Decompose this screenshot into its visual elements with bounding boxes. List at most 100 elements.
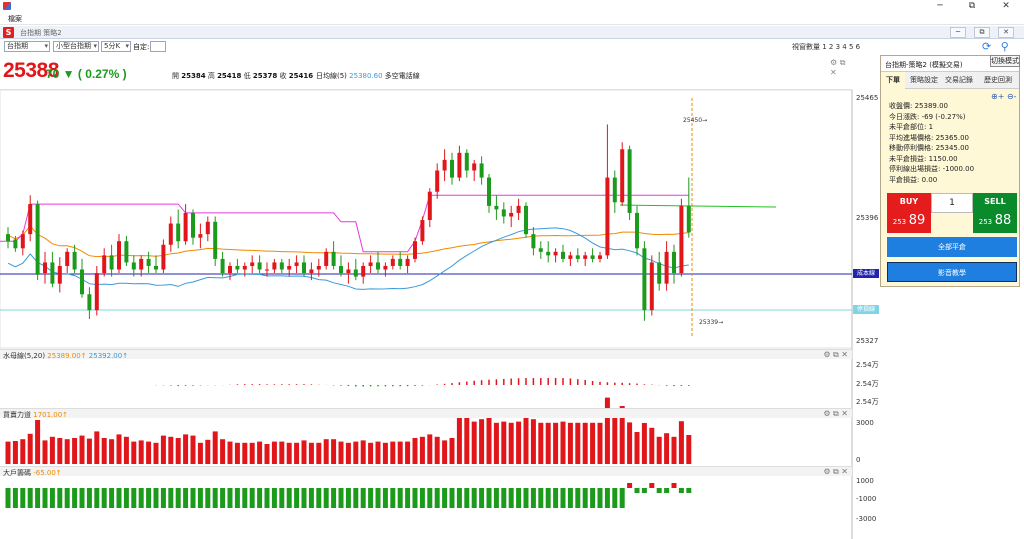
chip-bar	[582, 488, 588, 508]
price-axis-top: 25465	[856, 94, 879, 102]
chip-bar	[471, 488, 477, 508]
candle-body	[376, 262, 380, 270]
chip-bar	[449, 488, 455, 508]
candle-body	[501, 209, 506, 217]
tab-backtest[interactable]: 歷史回測	[984, 76, 1012, 84]
candle-body	[235, 265, 240, 270]
price-change: 70 ▼ ( 0.27% )	[46, 67, 127, 81]
power-bar	[49, 436, 55, 464]
product-select[interactable]: 台指期	[4, 41, 50, 52]
power-bar	[464, 418, 470, 464]
power-bar	[35, 420, 41, 464]
chip-bar	[12, 488, 18, 508]
video-tutorial-button[interactable]: 影音教學	[887, 262, 1017, 282]
candle-body	[494, 205, 499, 210]
candle-body	[43, 262, 47, 274]
candle-body	[102, 255, 107, 274]
sub-minimize-button[interactable]: ─	[950, 27, 966, 38]
power-tick-1: 3000	[856, 419, 874, 427]
power-bar	[205, 439, 211, 464]
refresh-icon[interactable]: ⟳	[982, 40, 992, 53]
price-panel-frame	[0, 89, 853, 349]
chip-bar	[72, 488, 78, 508]
close-button[interactable]: ✕	[1002, 1, 1010, 11]
period-select[interactable]: 5分K	[101, 41, 131, 52]
candle-body	[191, 212, 195, 238]
candle-body	[176, 223, 181, 242]
power-bar	[79, 435, 85, 464]
zoom-icons[interactable]: ⊕+ ⊖-	[991, 92, 1017, 101]
switch-mode-button[interactable]: 切換模式	[990, 55, 1020, 67]
candle-body	[94, 273, 99, 311]
candle-body	[183, 212, 188, 242]
chip-bar	[183, 488, 189, 508]
chip-bar	[686, 488, 692, 493]
chip-bar	[353, 488, 359, 508]
candle-body	[672, 251, 676, 274]
stop-loss-tag: 停損線	[853, 305, 879, 314]
header-settings-icons[interactable]: ⚙ ⧉ ✕	[830, 58, 846, 77]
sub-close-button[interactable]: ✕	[998, 27, 1014, 38]
menu-file[interactable]: 檔案	[8, 15, 22, 23]
chip-bar	[501, 488, 507, 508]
quantity-input[interactable]: 1	[931, 193, 973, 213]
magenta-step-line	[0, 194, 689, 253]
power-bar	[175, 438, 181, 464]
candle-body	[368, 262, 373, 266]
sub-restore-button[interactable]: ⧉	[974, 27, 990, 38]
chip-bar	[553, 488, 559, 508]
orange-ma-line	[7, 225, 689, 258]
panel-icons[interactable]: ⚙ ⧉ ✕	[823, 350, 848, 359]
chip-bar	[301, 488, 307, 508]
chip-bar	[197, 488, 203, 508]
user-settings-icon[interactable]: ⚲	[1000, 40, 1009, 53]
minimize-button[interactable]: ─	[937, 1, 943, 11]
panel-icons[interactable]: ⚙ ⧉ ✕	[823, 409, 848, 418]
panel-icons[interactable]: ⚙ ⧉ ✕	[823, 467, 848, 476]
buy-button[interactable]: BUY 253 89	[887, 193, 931, 233]
power-bar	[42, 440, 48, 464]
custom-input[interactable]	[150, 41, 166, 52]
chip-bar	[604, 488, 610, 508]
power-bar	[279, 441, 285, 464]
chip-bar	[109, 488, 115, 508]
chip-bar	[464, 488, 470, 508]
chip-bar	[94, 488, 100, 508]
power-bar	[597, 422, 603, 464]
power-bar	[545, 422, 551, 464]
power-bar	[530, 419, 536, 464]
power-bar	[123, 436, 129, 464]
contract-select[interactable]: 小型台指期	[53, 41, 99, 52]
chip-bar	[308, 488, 314, 508]
chip-bar	[360, 488, 366, 508]
restore-button[interactable]: ⧉	[968, 1, 976, 11]
chip-bar	[138, 488, 144, 508]
power-bar	[72, 438, 78, 464]
power-bar	[516, 421, 522, 464]
candle-body	[124, 241, 129, 263]
candle-body	[679, 205, 684, 274]
chip-bar	[264, 488, 270, 508]
sell-button[interactable]: SELL 253 88	[973, 193, 1017, 233]
chip-bar	[146, 488, 152, 508]
chip-bar	[160, 488, 166, 508]
power-bar	[612, 415, 618, 464]
window-count-selector[interactable]: 視窗數量 1 2 3 4 5 6	[792, 43, 861, 51]
tab-order[interactable]: 下單	[881, 72, 905, 89]
ma-tick-1: 2.54万	[856, 361, 879, 369]
chip-bar	[123, 488, 129, 508]
tab-records[interactable]: 交易記錄	[945, 76, 973, 84]
chip-bar	[153, 488, 159, 508]
power-bar	[257, 441, 263, 464]
tab-strategy[interactable]: 策略設定	[910, 76, 938, 84]
candle-body	[657, 262, 662, 284]
close-all-button[interactable]: 全部平倉	[887, 237, 1017, 257]
power-bar	[212, 431, 218, 464]
candle-body	[435, 170, 440, 192]
power-bar	[227, 441, 233, 464]
candle-body	[635, 212, 639, 249]
candle-body	[546, 251, 551, 256]
chip-bar	[560, 488, 566, 508]
chip-bar	[257, 488, 263, 508]
